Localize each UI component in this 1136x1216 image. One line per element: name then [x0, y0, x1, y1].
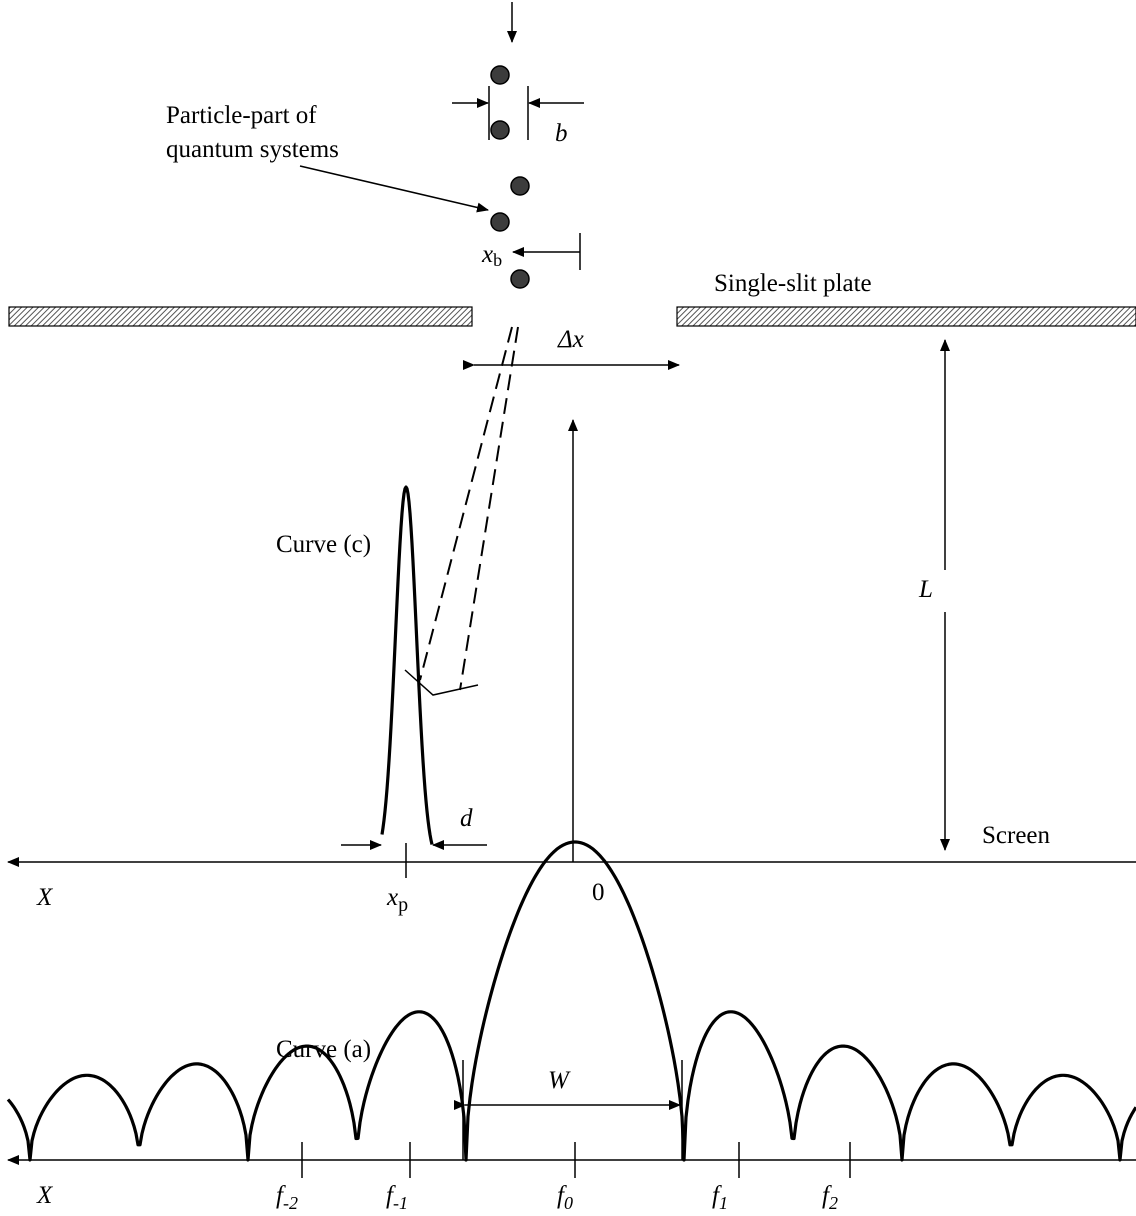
single-slit-plate-label: Single-slit plate — [714, 270, 872, 297]
particle-caption-line2: quantum systems — [166, 136, 339, 163]
xp-label: xp — [386, 884, 408, 916]
slit-plate-left — [8, 306, 473, 327]
particle — [490, 120, 510, 140]
particle — [510, 176, 530, 196]
particles — [490, 65, 530, 289]
slit-plate-right — [676, 306, 1136, 327]
caption-pointer-arrow — [299, 165, 489, 213]
particle-caption-line1: Particle-part of — [166, 102, 317, 129]
b-dimension — [452, 86, 584, 140]
curve-a-label: Curve (a) — [276, 1036, 371, 1063]
d-label: d — [460, 805, 473, 832]
curve-c-label: Curve (c) — [276, 531, 371, 558]
delta-x-label: Δx — [557, 326, 584, 353]
fringe-ticks — [301, 1142, 851, 1178]
fringe-label-f-2: f-2 — [276, 1182, 298, 1213]
fringe-label-f2: f2 — [822, 1182, 838, 1213]
curve-c — [380, 485, 434, 845]
fringe-label-f0: f0 — [557, 1182, 573, 1213]
x-axis-label-bottom: X — [36, 1182, 54, 1209]
xb-label: xb — [481, 241, 502, 270]
particle-track — [404, 326, 519, 696]
screen-label: Screen — [982, 822, 1051, 849]
fringe-label-f-1: f-1 — [386, 1182, 408, 1213]
L-label: L — [918, 576, 933, 603]
particle — [510, 269, 530, 289]
x-axis-label-top: X — [36, 884, 54, 911]
particle — [490, 65, 510, 85]
particle — [490, 212, 510, 232]
fringe-label-f1: f1 — [712, 1182, 728, 1213]
curve-a — [6, 840, 1136, 1162]
W-label: W — [548, 1067, 571, 1094]
b-label: b — [555, 120, 568, 147]
origin-label: 0 — [592, 879, 605, 906]
